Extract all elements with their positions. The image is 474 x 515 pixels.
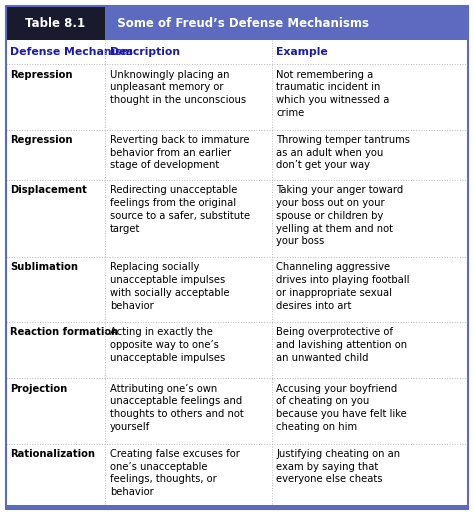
Text: Redirecting unacceptable
feelings from the original
source to a safer, substitut: Redirecting unacceptable feelings from t… (110, 185, 250, 234)
Text: Creating false excuses for
one’s unacceptable
feelings, thoughts, or
behavior: Creating false excuses for one’s unaccep… (110, 449, 240, 497)
Bar (6, 257, 468, 322)
Bar (6, 40, 468, 64)
Text: Sublimation: Sublimation (10, 262, 78, 272)
Text: Reverting back to immature
behavior from an earlier
stage of development: Reverting back to immature behavior from… (110, 135, 249, 170)
Bar (6, 180, 468, 257)
Bar (6, 505, 468, 509)
Text: Throwing temper tantrums
as an adult when you
don’t get your way: Throwing temper tantrums as an adult whe… (276, 135, 410, 170)
Text: Repression: Repression (10, 70, 73, 80)
Bar (6, 64, 468, 130)
Text: Channeling aggressive
drives into playing football
or inappropriate sexual
desir: Channeling aggressive drives into playin… (276, 262, 410, 311)
Text: Some of Freud’s Defense Mechanisms: Some of Freud’s Defense Mechanisms (109, 17, 369, 30)
Bar (6, 130, 468, 180)
Text: Regression: Regression (10, 135, 73, 145)
Text: Replacing socially
unacceptable impulses
with socially acceptable
behavior: Replacing socially unacceptable impulses… (110, 262, 229, 311)
Text: Accusing your boyfriend
of cheating on you
because you have felt like
cheating o: Accusing your boyfriend of cheating on y… (276, 384, 407, 432)
Text: Justifying cheating on an
exam by saying that
everyone else cheats: Justifying cheating on an exam by saying… (276, 449, 401, 485)
Text: Not remembering a
traumatic incident in
which you witnessed a
crime: Not remembering a traumatic incident in … (276, 70, 390, 118)
Bar (6, 6, 105, 40)
Text: Reaction formation: Reaction formation (10, 328, 118, 337)
Text: Taking your anger toward
your boss out on your
spouse or children by
yelling at : Taking your anger toward your boss out o… (276, 185, 404, 246)
Text: Defense Mechanism: Defense Mechanism (10, 47, 133, 58)
Bar (6, 6, 468, 40)
Text: Unknowingly placing an
unpleasant memory or
thought in the unconscious: Unknowingly placing an unpleasant memory… (110, 70, 246, 105)
Text: Example: Example (276, 47, 328, 58)
Bar (6, 443, 468, 509)
Text: Displacement: Displacement (10, 185, 87, 195)
Text: Projection: Projection (10, 384, 68, 393)
Text: Acting in exactly the
opposite way to one’s
unacceptable impulses: Acting in exactly the opposite way to on… (110, 328, 225, 363)
Text: Attributing one’s own
unacceptable feelings and
thoughts to others and not
yours: Attributing one’s own unacceptable feeli… (110, 384, 244, 432)
Text: Description: Description (110, 47, 180, 58)
Text: Rationalization: Rationalization (10, 449, 95, 459)
Text: Being overprotective of
and lavishing attention on
an unwanted child: Being overprotective of and lavishing at… (276, 328, 408, 363)
Bar (6, 379, 468, 443)
Bar (6, 322, 468, 379)
Text: Table 8.1: Table 8.1 (25, 17, 85, 30)
